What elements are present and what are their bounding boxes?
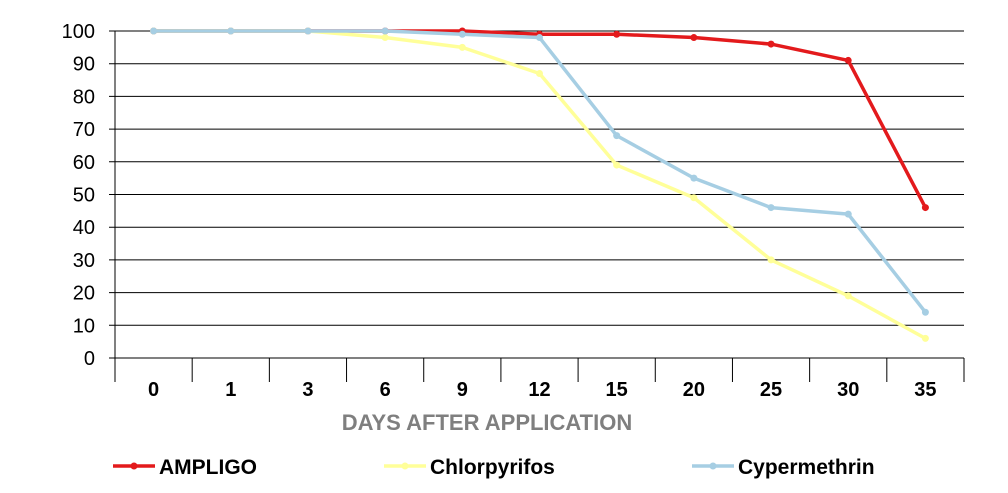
- data-point-cypermethrin: [844, 210, 852, 218]
- x-tick-label: 30: [837, 379, 859, 401]
- data-point-cypermethrin: [150, 27, 158, 35]
- x-tick-label: 9: [457, 379, 468, 401]
- y-axis-ticks: 0 10 20 30 40 50 60 70 80 90 100: [62, 21, 95, 370]
- y-tick-label: 0: [84, 348, 95, 370]
- y-tick-label: 10: [73, 315, 95, 337]
- data-point-chlorpyrifos: [381, 34, 389, 42]
- gridlines: [109, 30, 964, 359]
- data-point-cypermethrin: [381, 27, 389, 35]
- data-point-ampligo: [921, 204, 929, 212]
- data-point-cypermethrin: [613, 132, 621, 140]
- legend-item-chlorpyrifos: Chlorpyrifos: [384, 456, 555, 479]
- y-tick-label: 60: [73, 152, 95, 174]
- data-point-ampligo: [613, 30, 621, 38]
- legend-label-ampligo: AMPLIGO: [159, 456, 257, 479]
- data-point-cypermethrin: [536, 34, 543, 42]
- y-tick-label: 70: [73, 119, 95, 141]
- legend-label-chlorpyrifos: Chlorpyrifos: [430, 456, 555, 479]
- data-point-chlorpyrifos: [458, 43, 466, 51]
- data-point-cypermethrin: [767, 204, 775, 212]
- data-point-chlorpyrifos: [844, 292, 852, 300]
- data-point-chlorpyrifos: [536, 70, 543, 78]
- x-tick-label: 20: [683, 379, 705, 401]
- legend-marker-chlorpyrifos: [401, 462, 409, 470]
- series-cypermethrin: [150, 27, 929, 316]
- data-point-chlorpyrifos: [921, 334, 929, 342]
- x-tick-label: 6: [380, 379, 391, 401]
- series-ampligo: [150, 27, 929, 212]
- x-tick-label: 12: [528, 379, 550, 401]
- x-tick-label: 15: [606, 379, 628, 401]
- y-tick-label: 80: [73, 86, 95, 108]
- data-point-ampligo: [844, 56, 852, 64]
- data-point-chlorpyrifos: [767, 256, 775, 264]
- series-chlorpyrifos: [150, 27, 929, 342]
- data-point-cypermethrin: [921, 308, 929, 316]
- x-tick-label: 1: [225, 379, 236, 401]
- legend-marker-cypermethrin: [709, 462, 717, 470]
- y-tick-label: 30: [73, 250, 95, 272]
- y-tick-label: 20: [73, 283, 95, 305]
- legend-item-ampligo: AMPLIGO: [113, 456, 257, 479]
- data-point-chlorpyrifos: [613, 161, 621, 169]
- data-point-cypermethrin: [690, 174, 698, 182]
- data-point-chlorpyrifos: [690, 194, 698, 202]
- y-tick-label: 50: [73, 185, 95, 207]
- data-point-cypermethrin: [304, 27, 312, 35]
- x-tick-label: 25: [760, 379, 782, 401]
- legend-label-cypermethrin: Cypermethrin: [738, 456, 875, 479]
- data-point-ampligo: [690, 34, 698, 42]
- data-point-ampligo: [767, 40, 775, 48]
- x-tick-label: 35: [914, 379, 936, 401]
- data-point-cypermethrin: [227, 27, 235, 35]
- y-tick-label: 40: [73, 217, 95, 239]
- legend-marker-ampligo: [130, 462, 138, 470]
- x-tick-label: 3: [302, 379, 313, 401]
- x-axis-label: DAYS AFTER APPLICATION: [342, 410, 633, 435]
- y-tick-label: 90: [73, 54, 95, 76]
- legend-item-cypermethrin: Cypermethrin: [692, 456, 875, 479]
- series-line-ampligo: [153, 29, 927, 209]
- x-tick-label: 0: [148, 379, 159, 401]
- data-point-cypermethrin: [458, 30, 466, 38]
- legend: AMPLIGO Chlorpyrifos Cypermethrin: [113, 456, 875, 479]
- x-axis-ticks: 0 1 3 6 9 12 15 20 25 30 35: [114, 358, 965, 401]
- y-tick-label: 100: [62, 21, 95, 43]
- series-lines: [150, 27, 929, 342]
